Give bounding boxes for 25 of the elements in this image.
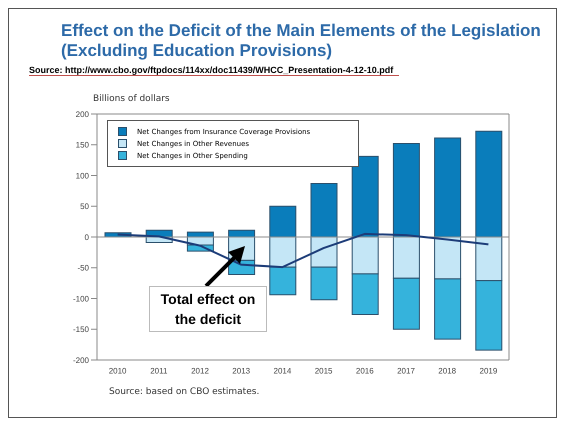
y-tick-label: 200 bbox=[76, 110, 90, 119]
annotation: Total effect on the deficit bbox=[149, 286, 267, 332]
y-tick-label: -100 bbox=[72, 294, 90, 304]
y-axis-title: Billions of dollars bbox=[93, 94, 170, 104]
line-series bbox=[116, 232, 490, 268]
y-tick-label: 100 bbox=[76, 171, 90, 180]
x-tick-label: 2012 bbox=[191, 366, 210, 376]
x-tick-label: 2010 bbox=[108, 366, 128, 376]
x-tick-label: 2017 bbox=[397, 366, 416, 376]
x-tick-label: 2014 bbox=[274, 366, 292, 376]
x-tick-label: 2015 bbox=[314, 366, 334, 376]
chart-title: Effect on the Deficit of the Main Elements of the Legislation (Excluding Education Provisions) bbox=[61, 21, 542, 61]
y-tick-label: -50 bbox=[77, 264, 90, 273]
x-tick-label: 2016 bbox=[356, 366, 374, 376]
y-tick-label: -150 bbox=[72, 325, 90, 334]
y-tick-label: 150 bbox=[76, 140, 90, 150]
y-tick-label: -200 bbox=[72, 356, 90, 365]
x-tick-label: 2019 bbox=[480, 366, 498, 376]
y-tick-label: 50 bbox=[80, 202, 90, 212]
x-tick-label: 2018 bbox=[438, 366, 457, 376]
x-tick-label: 2013 bbox=[232, 366, 251, 376]
source-note: Source: based on CBO estimates. bbox=[109, 387, 260, 397]
source-note: Source: http://www.cbo.gov/ftpdocs/114xx/doc11439/WHCC_Presentation-4-12-10.pdf bbox=[29, 65, 400, 76]
y-tick-label: 0 bbox=[84, 232, 90, 242]
x-tick-label: 2011 bbox=[150, 366, 168, 376]
